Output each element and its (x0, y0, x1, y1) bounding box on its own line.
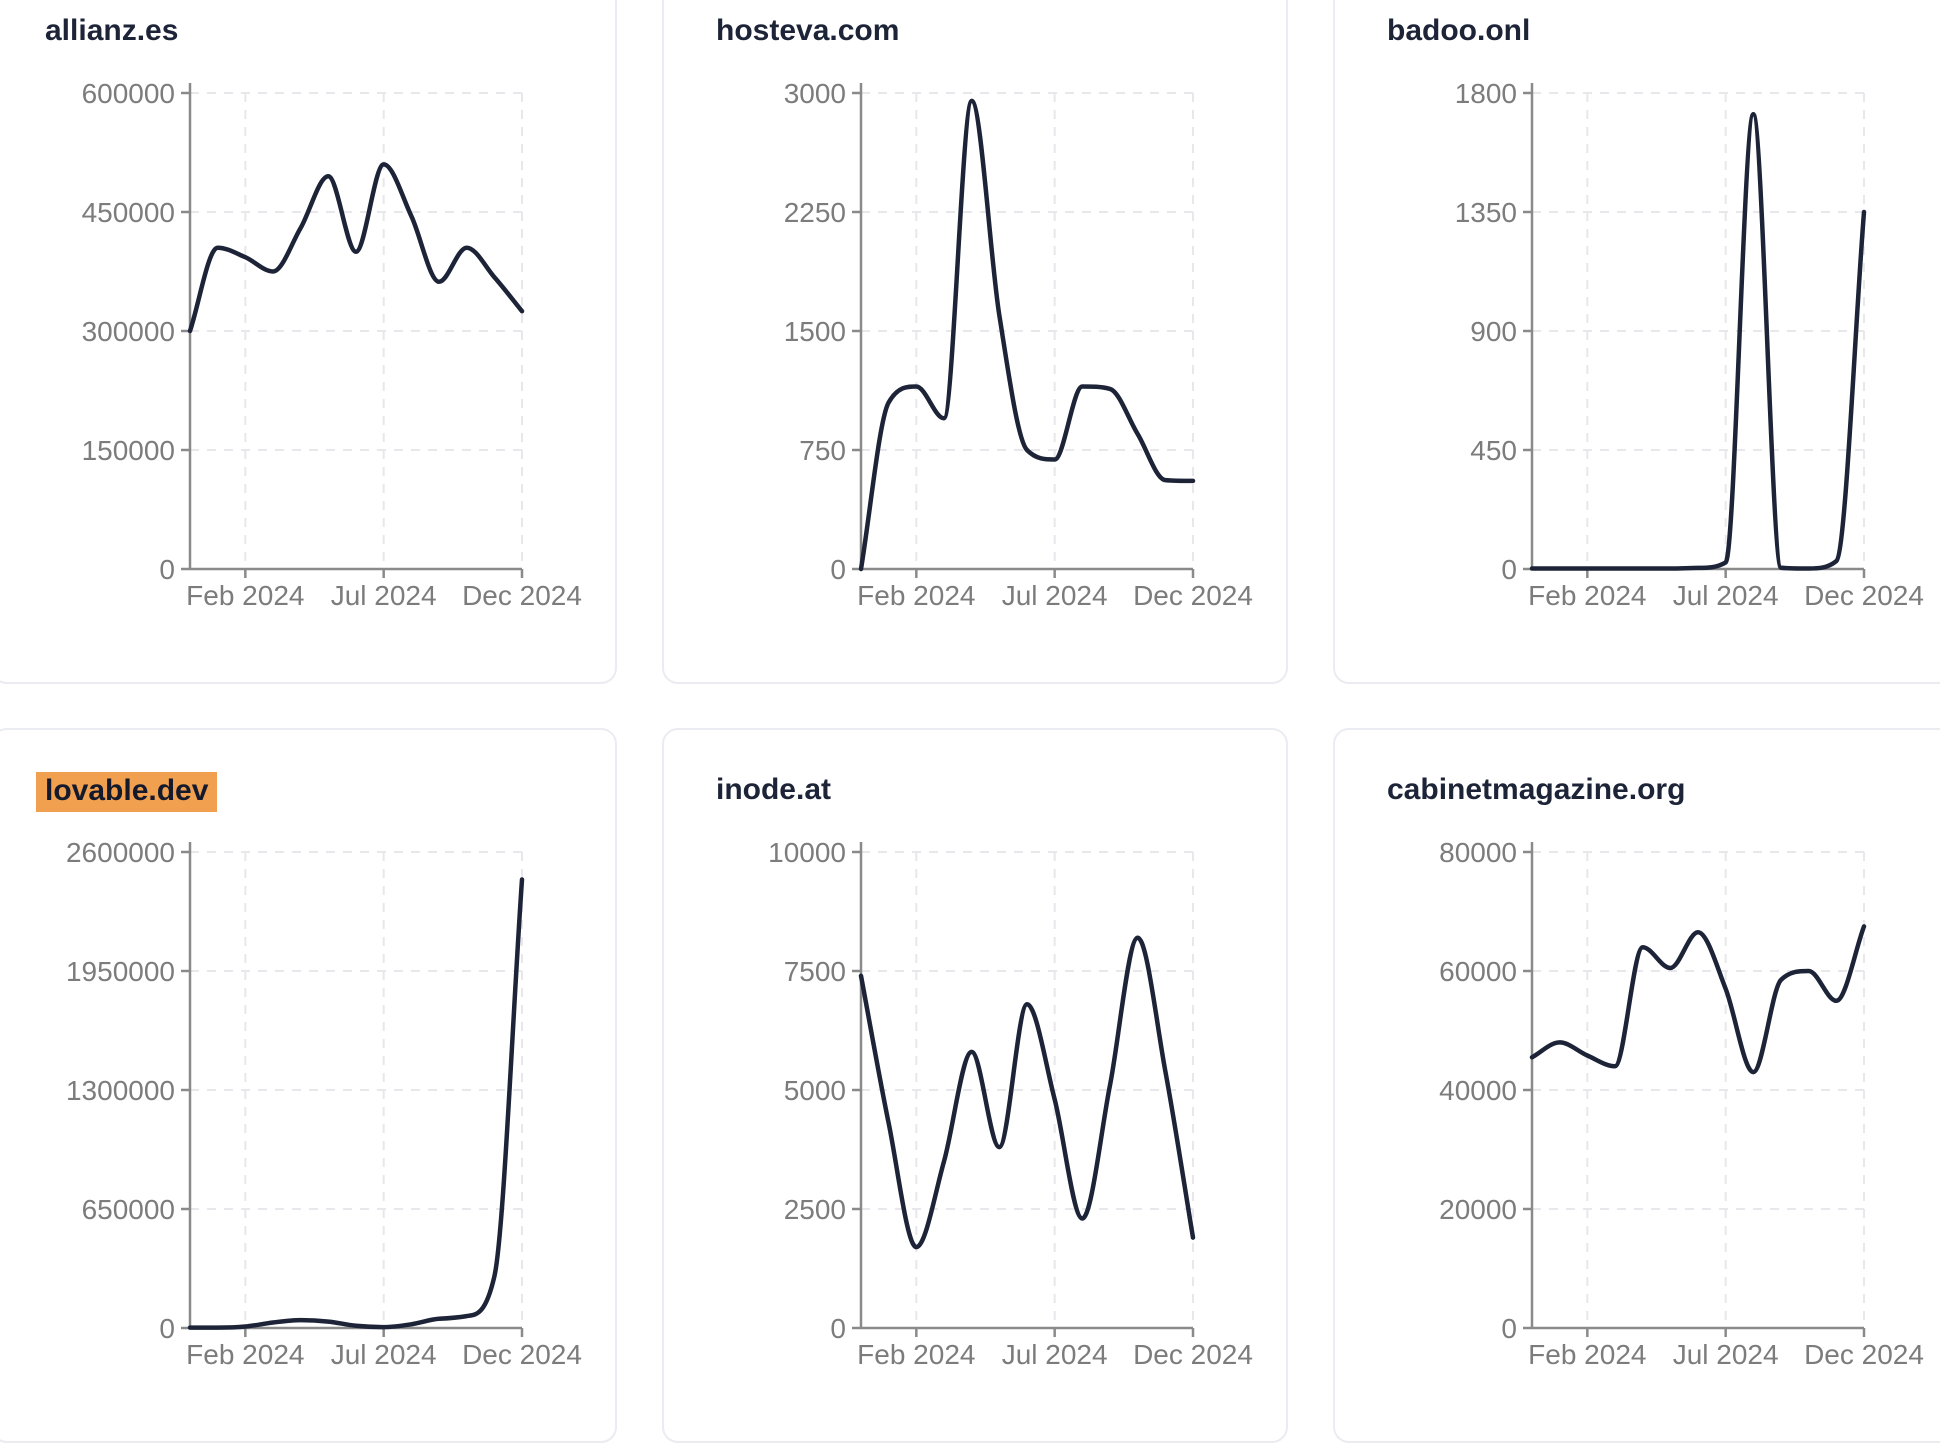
svg-text:1500: 1500 (784, 316, 846, 347)
svg-text:1300000: 1300000 (66, 1075, 175, 1106)
svg-text:1350: 1350 (1455, 197, 1517, 228)
svg-text:Feb 2024: Feb 2024 (857, 580, 975, 611)
svg-text:Dec 2024: Dec 2024 (1804, 580, 1924, 611)
svg-text:3000: 3000 (784, 78, 846, 109)
svg-text:20000: 20000 (1439, 1194, 1517, 1225)
svg-text:Jul 2024: Jul 2024 (331, 1339, 437, 1370)
svg-text:450000: 450000 (82, 197, 175, 228)
svg-text:Jul 2024: Jul 2024 (1673, 580, 1779, 611)
chart-card-hosteva-com[interactable]: hosteva.com 0 750 1500 2250 3000 Feb 2024 Jul … (662, 0, 1288, 684)
chart-card-cabinetmagazine-org[interactable]: cabinetmagazine.org 0 20000 40000 60000 8000… (1333, 728, 1940, 1443)
svg-text:2500: 2500 (784, 1194, 846, 1225)
line-chart: 0 750 1500 2250 3000 Feb 2024 Jul 2024 Dec 2024 (784, 78, 1253, 611)
chart-title: hosteva.com (716, 14, 900, 47)
svg-text:Dec 2024: Dec 2024 (462, 580, 582, 611)
line-chart: 0 20000 40000 60000 80000 Feb 2024 Jul 2024 Dec… (1439, 837, 1924, 1370)
svg-text:7500: 7500 (784, 956, 846, 987)
svg-text:300000: 300000 (82, 316, 175, 347)
svg-text:Feb 2024: Feb 2024 (857, 1339, 975, 1370)
svg-text:Dec 2024: Dec 2024 (1804, 1339, 1924, 1370)
svg-text:5000: 5000 (784, 1075, 846, 1106)
svg-text:Feb 2024: Feb 2024 (186, 580, 304, 611)
line-chart: 0 650000 1300000 1950000 2600000 Feb 2024 Jul … (66, 837, 582, 1370)
chart-title: badoo.onl (1387, 14, 1531, 47)
chart-title: inode.at (716, 773, 832, 806)
chart-card-lovable-dev[interactable]: lovable.dev 0 650000 1300000 1950000 2600000… (0, 728, 617, 1443)
svg-text:Jul 2024: Jul 2024 (1002, 1339, 1108, 1370)
svg-text:Feb 2024: Feb 2024 (1528, 1339, 1646, 1370)
svg-text:Dec 2024: Dec 2024 (462, 1339, 582, 1370)
svg-text:750: 750 (799, 435, 846, 466)
line-chart: 0 2500 5000 7500 10000 Feb 2024 Jul 2024 Dec 20… (768, 837, 1253, 1370)
svg-text:450: 450 (1470, 435, 1517, 466)
svg-text:80000: 80000 (1439, 837, 1517, 868)
chart-card-badoo-onl[interactable]: badoo.onl 0 450 900 1350 1800 Feb 2024 Jul 202… (1333, 0, 1940, 684)
svg-text:2600000: 2600000 (66, 837, 175, 868)
svg-text:600000: 600000 (82, 78, 175, 109)
svg-text:150000: 150000 (82, 435, 175, 466)
svg-text:10000: 10000 (768, 837, 846, 868)
svg-text:Dec 2024: Dec 2024 (1133, 580, 1253, 611)
svg-text:Jul 2024: Jul 2024 (331, 580, 437, 611)
svg-text:0: 0 (1501, 1313, 1517, 1344)
chart-title: cabinetmagazine.org (1387, 773, 1686, 806)
svg-text:Jul 2024: Jul 2024 (1673, 1339, 1779, 1370)
svg-text:0: 0 (830, 1313, 846, 1344)
svg-text:0: 0 (1501, 554, 1517, 585)
line-chart: 0 450 900 1350 1800 Feb 2024 Jul 2024 Dec 2024 (1455, 78, 1924, 611)
chart-title: allianz.es (45, 14, 179, 47)
svg-text:1950000: 1950000 (66, 956, 175, 987)
svg-text:1800: 1800 (1455, 78, 1517, 109)
svg-text:Dec 2024: Dec 2024 (1133, 1339, 1253, 1370)
svg-text:Jul 2024: Jul 2024 (1002, 580, 1108, 611)
svg-text:0: 0 (159, 1313, 175, 1344)
svg-text:Feb 2024: Feb 2024 (1528, 580, 1646, 611)
line-chart: 0 150000 300000 450000 600000 Feb 2024 Jul 202… (82, 78, 582, 611)
svg-text:0: 0 (159, 554, 175, 585)
svg-text:60000: 60000 (1439, 956, 1517, 987)
chart-card-inode-at[interactable]: inode.at 0 2500 5000 7500 10000 Feb 2024 Jul 2… (662, 728, 1288, 1443)
svg-text:2250: 2250 (784, 197, 846, 228)
svg-text:0: 0 (830, 554, 846, 585)
chart-card-allianz-es[interactable]: allianz.es 0 150000 300000 450000 600000 Feb … (0, 0, 617, 684)
svg-text:40000: 40000 (1439, 1075, 1517, 1106)
svg-text:Feb 2024: Feb 2024 (186, 1339, 304, 1370)
chart-title-highlighted: lovable.dev (36, 772, 218, 812)
svg-text:650000: 650000 (82, 1194, 175, 1225)
svg-text:900: 900 (1470, 316, 1517, 347)
